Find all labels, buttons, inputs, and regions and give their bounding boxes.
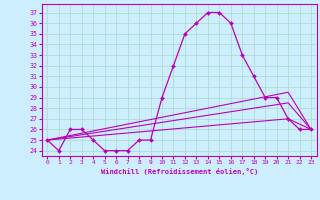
X-axis label: Windchill (Refroidissement éolien,°C): Windchill (Refroidissement éolien,°C) <box>100 168 258 175</box>
